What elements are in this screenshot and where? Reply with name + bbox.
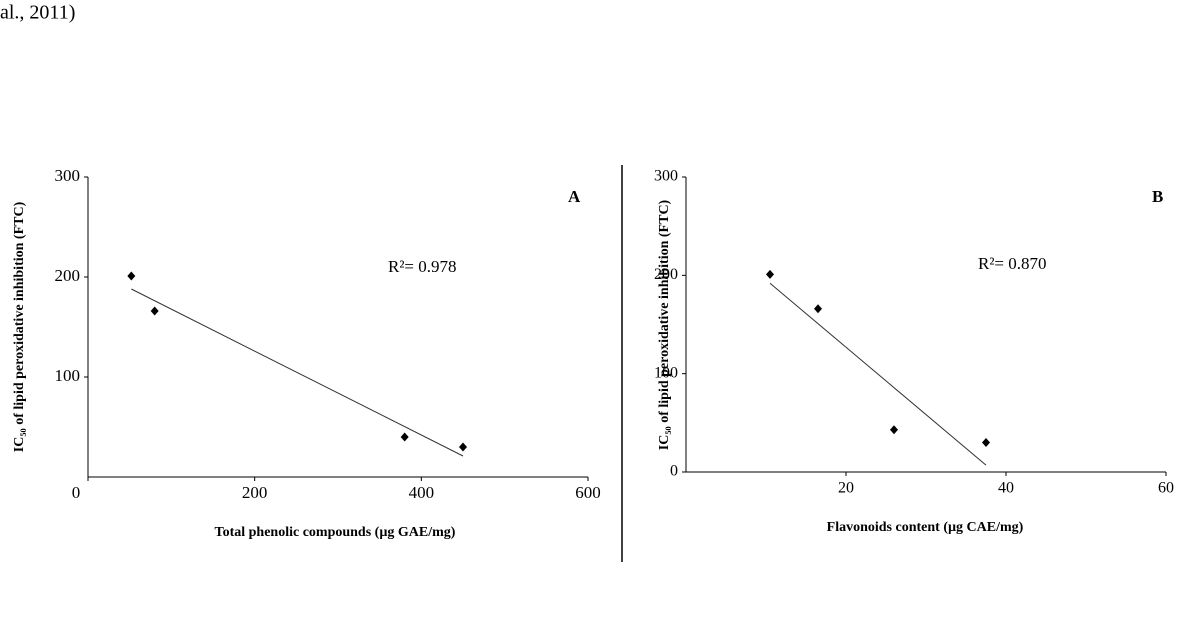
trendline [770, 283, 986, 465]
x-axis-label: Total phenolic compounds (µg GAE/mg) [215, 525, 456, 540]
header-text: al., 2011) [0, 2, 75, 24]
x-tick-label: 400 [409, 483, 435, 502]
y-tick-label: 0 [670, 463, 678, 480]
y-tick-label: 300 [55, 166, 81, 185]
y-tick-label: 300 [654, 168, 678, 185]
y-tick-label: 100 [55, 366, 81, 385]
point [890, 425, 898, 434]
x-tick-label: 0 [72, 483, 81, 502]
y-axis-label: IC₅₀ of lipid peroxidative inhibition (F… [12, 201, 27, 452]
y-tick-label: 200 [55, 266, 81, 285]
point [127, 272, 135, 281]
trendline [131, 289, 463, 456]
point [401, 433, 409, 442]
x-tick-label: 40 [998, 480, 1014, 497]
x-tick-label: 200 [242, 483, 268, 502]
point [814, 304, 822, 313]
point [766, 270, 774, 279]
x-tick-label: 600 [575, 483, 601, 502]
annotation: R²= 0.870 [978, 254, 1047, 273]
x-axis-label: Flavonoids content (µg CAE/mg) [827, 520, 1024, 535]
x-tick-label: 60 [1158, 480, 1174, 497]
page: al., 2011) 1002003000200400600Total phen… [0, 0, 1181, 618]
y-axis-label: IC₅₀ of lipid peroxidative inhibition (F… [657, 199, 672, 450]
panel-label: B [1152, 187, 1163, 206]
point [151, 307, 159, 316]
panel-label: A [568, 187, 581, 206]
x-tick-label: 20 [838, 480, 854, 497]
point [982, 438, 990, 447]
point [459, 443, 467, 452]
annotation: R²= 0.978 [388, 257, 457, 276]
